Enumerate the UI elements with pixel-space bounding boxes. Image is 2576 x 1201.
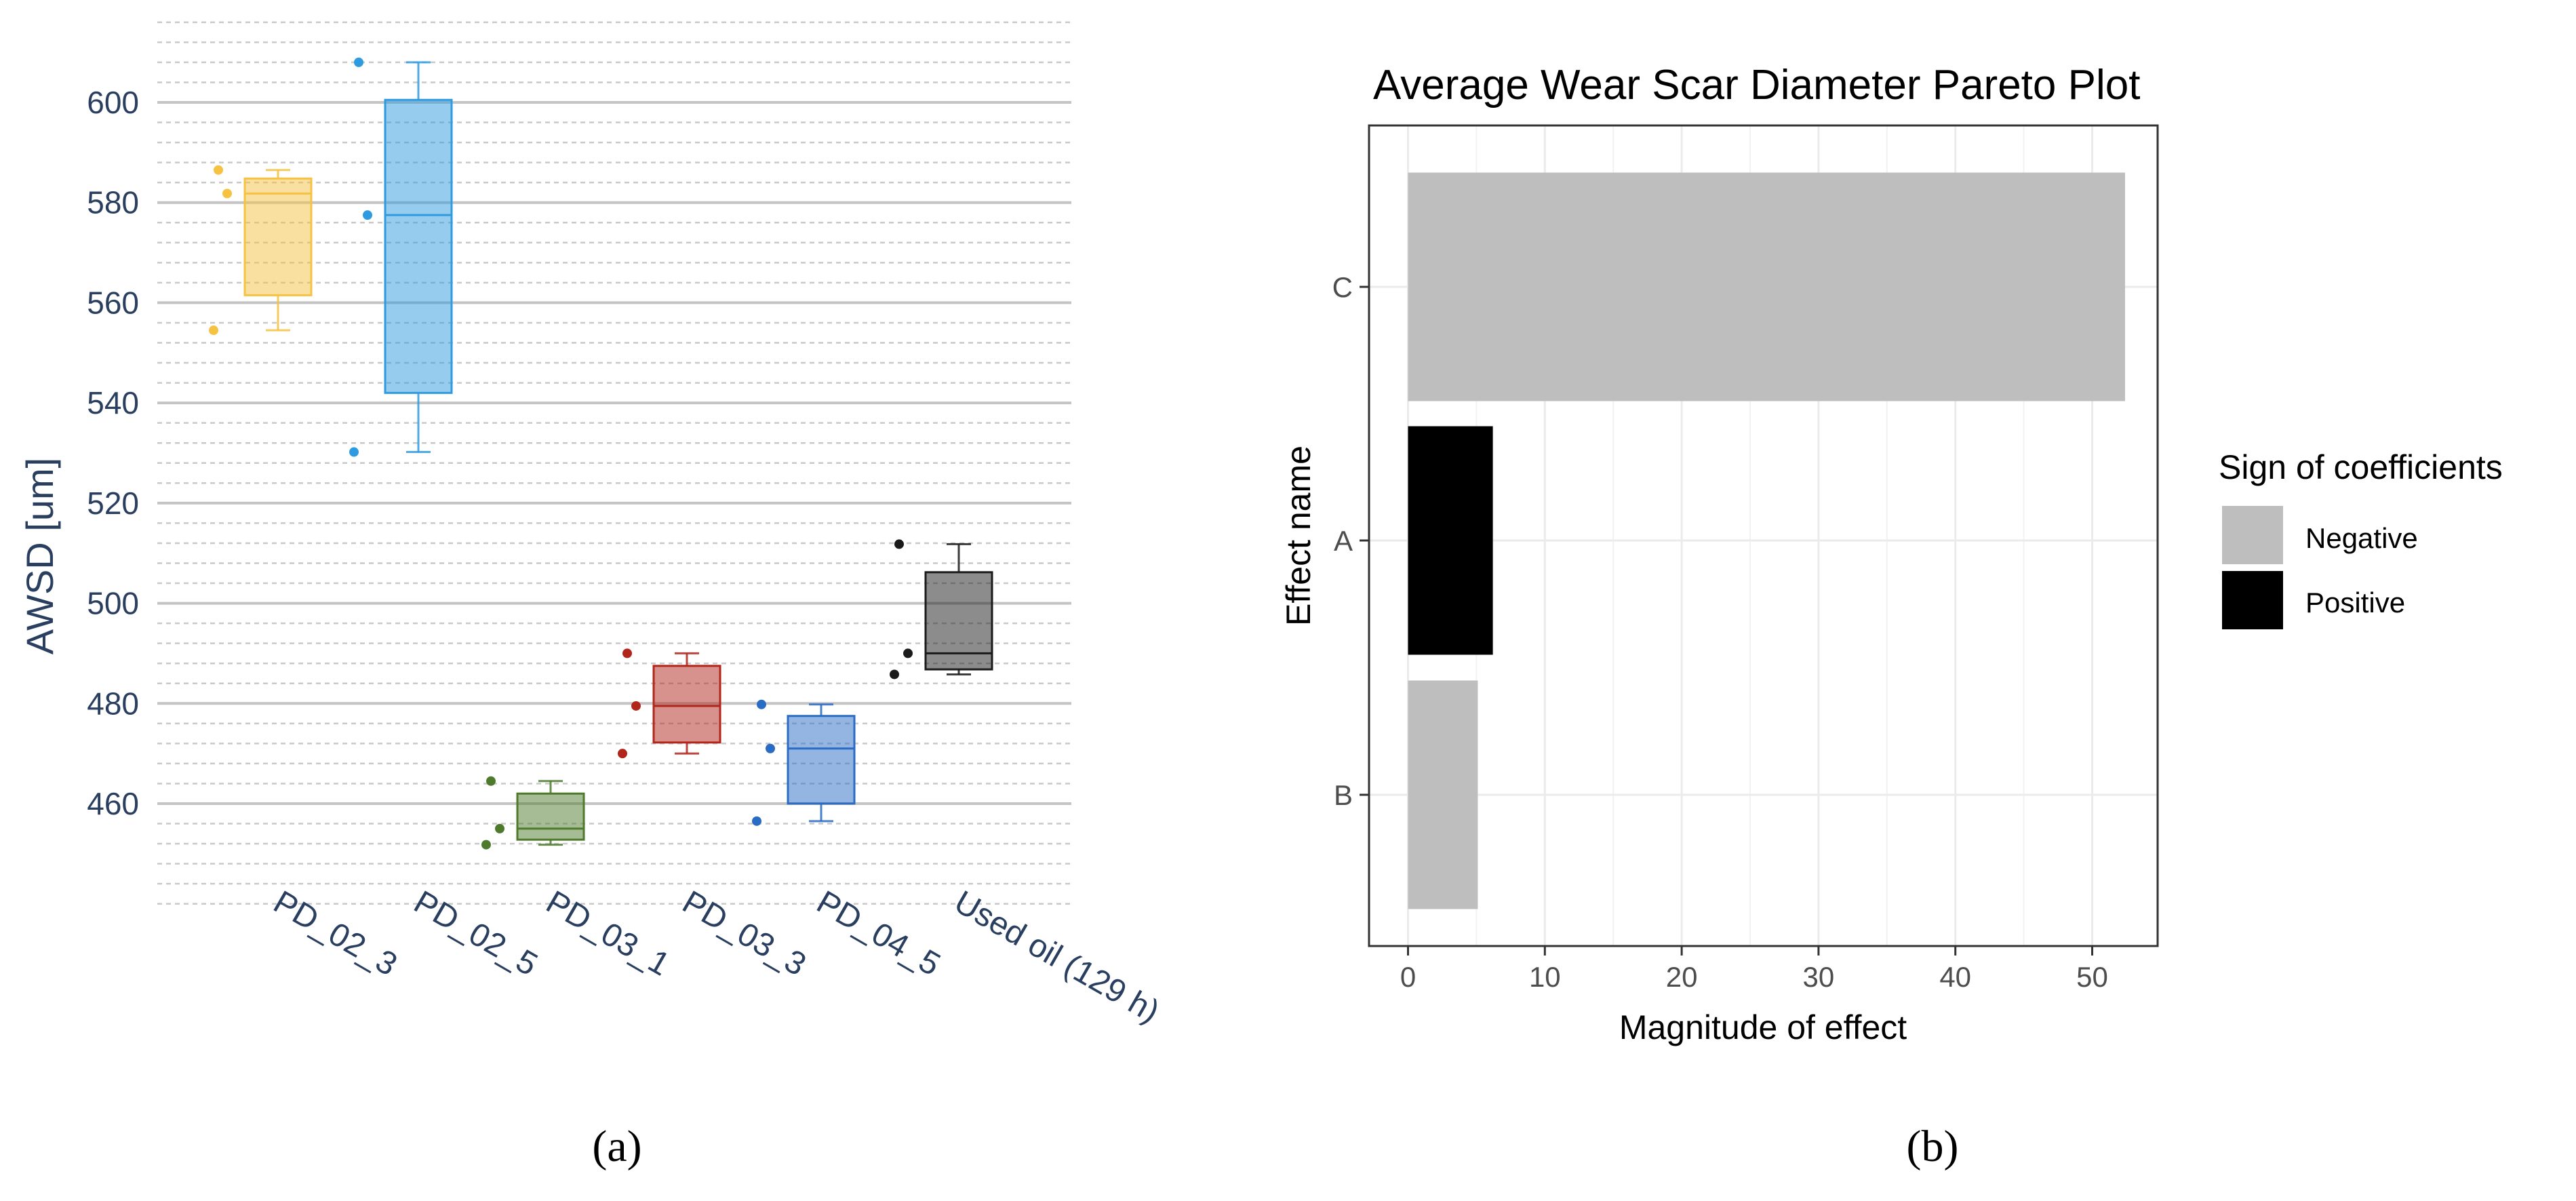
pareto-x-tick-label: 0 (1400, 961, 1416, 993)
data-point (363, 210, 372, 220)
awsd-x-tick-labels: PD_02_3 PD_02_5PD_03_1 PD_03_3PD_04_5 Used … (268, 884, 1166, 1030)
box-iqr (516, 792, 585, 841)
awsd-x-tick-label: Used oil (129 h) (949, 884, 1166, 1030)
panel-label-a: (a) (592, 1122, 641, 1171)
data-point (631, 701, 641, 711)
legend-label-negative: Negative (2305, 522, 2418, 554)
pareto-x-tick-labels: 0 10 20 30 40 50 (1400, 946, 2108, 993)
awsd-y-tick-label: 580 (87, 185, 139, 220)
data-point (890, 669, 899, 680)
data-point (766, 743, 775, 753)
pareto-bars (1408, 172, 2125, 909)
pareto-y-tick-label: A (1334, 525, 1353, 557)
pareto-x-axis-label: Magnitude of effect (1619, 1008, 1907, 1046)
legend-title: Sign of coefficients (2219, 448, 2503, 486)
pareto-bar-a (1408, 426, 1493, 655)
awsd-y-tick-label: 540 (87, 385, 139, 420)
pareto-x-tick-label: 30 (1803, 961, 1835, 993)
box-iqr (243, 177, 313, 296)
box-pd-04-5 (752, 699, 856, 826)
legend-label-positive: Positive (2305, 587, 2405, 618)
box-iqr (924, 571, 993, 671)
awsd-y-tick-label: 480 (87, 686, 139, 721)
data-point (222, 189, 232, 199)
legend-key-positive (2222, 571, 2283, 629)
data-point (752, 816, 761, 826)
data-point (209, 326, 218, 336)
legend-key-negative (2222, 506, 2283, 564)
box-pd-03-1 (481, 776, 585, 850)
data-point (903, 648, 913, 658)
pareto-x-tick-label: 20 (1666, 961, 1698, 993)
data-point (894, 539, 904, 549)
awsd-y-tick-label: 460 (87, 786, 139, 821)
awsd-x-tick-label: PD_03_3 (677, 884, 812, 983)
pareto-bar-chart: Average Wear Scar Diameter Pareto Plot C… (1280, 62, 2503, 1171)
pareto-x-tick-label: 10 (1529, 961, 1561, 993)
data-point (757, 699, 766, 709)
panel-label-b: (b) (1907, 1122, 1959, 1171)
pareto-bar-c (1408, 172, 2125, 401)
data-point (622, 648, 632, 658)
box-iqr (652, 665, 721, 744)
awsd-x-tick-label: PD_02_5 (408, 884, 544, 983)
awsd-y-tick-label: 560 (87, 285, 139, 320)
pareto-panel-border (1368, 124, 2159, 947)
pareto-x-tick-label: 40 (1939, 961, 1971, 993)
pareto-y-tick-label: B (1334, 779, 1353, 811)
data-point (214, 165, 223, 175)
pareto-bar-b (1408, 680, 1478, 909)
box-used-oil-129-h (890, 539, 993, 680)
awsd-boxes (209, 57, 993, 850)
awsd-y-tick-label: 520 (87, 486, 139, 521)
pareto-legend: Sign of coefficients Negative Positive (2219, 448, 2503, 629)
pareto-y-axis-label: Effect name (1280, 446, 1317, 626)
pareto-y-tick-labels: C A B (1332, 271, 1369, 811)
box-iqr (384, 98, 453, 394)
box-pd-02-5 (349, 57, 453, 457)
awsd-y-axis-label: AWSD [um] (18, 458, 61, 654)
awsd-x-tick-label: PD_04_5 (811, 884, 947, 983)
pareto-chart-title: Average Wear Scar Diameter Pareto Plot (1373, 62, 2140, 109)
pareto-x-tick-label: 50 (2076, 961, 2108, 993)
box-iqr (787, 715, 856, 805)
box-pd-03-3 (618, 648, 721, 759)
awsd-y-tick-label: 500 (87, 586, 139, 621)
awsd-y-tick-labels: 460 480 500 520 540 560 580 600 (87, 85, 139, 821)
awsd-gridlines (157, 21, 1071, 905)
awsd-x-tick-label: PD_02_3 (268, 884, 403, 983)
data-point (486, 776, 496, 786)
data-point (495, 823, 504, 833)
data-point (354, 57, 363, 67)
awsd-y-tick-label: 600 (87, 85, 139, 120)
pareto-y-tick-label: C (1332, 271, 1353, 303)
data-point (481, 840, 491, 850)
data-point (349, 447, 359, 457)
box-pd-02-3 (209, 165, 313, 336)
data-point (618, 749, 627, 759)
awsd-x-tick-label: PD_03_1 (540, 884, 676, 983)
